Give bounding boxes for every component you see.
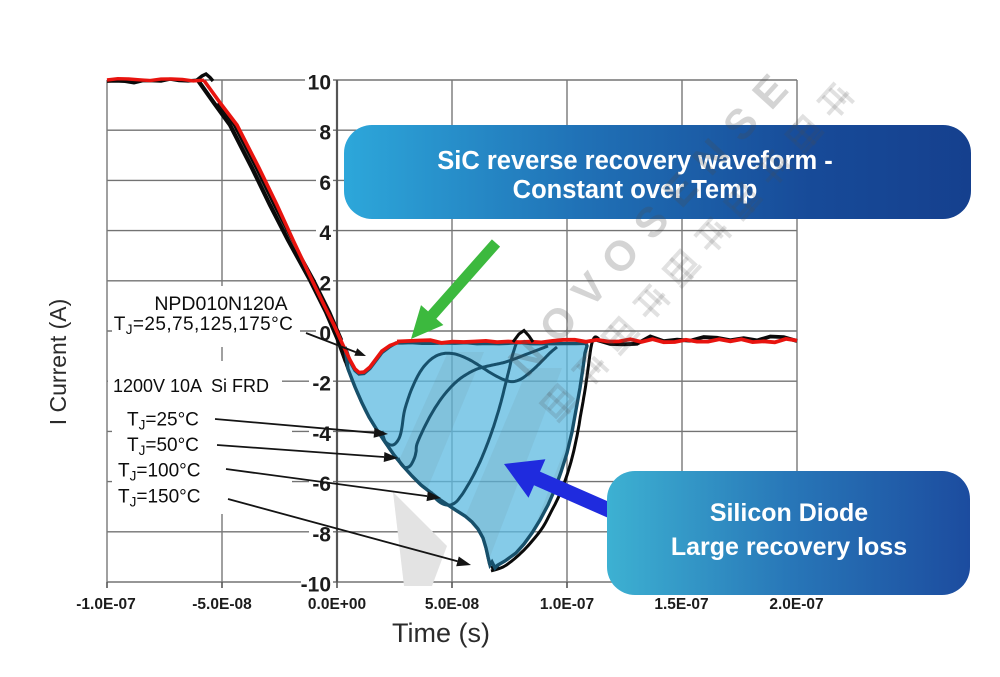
svg-text:1200V 10A Si FRD: 1200V 10A Si FRD <box>113 376 269 396</box>
svg-text:I Current (A): I Current (A) <box>45 299 71 426</box>
svg-text:1.5E-07: 1.5E-07 <box>654 596 708 613</box>
svg-text:NPD010N120A: NPD010N120A <box>154 293 287 315</box>
svg-text:8: 8 <box>319 122 331 145</box>
svg-text:0: 0 <box>319 323 331 346</box>
svg-text:0.0E+00: 0.0E+00 <box>308 596 366 613</box>
svg-text:TJ=25,75,125,175°C: TJ=25,75,125,175°C <box>114 314 294 337</box>
svg-text:-6: -6 <box>312 473 331 496</box>
svg-text:-8: -8 <box>312 523 331 546</box>
svg-text:-2: -2 <box>312 373 331 396</box>
svg-text:-5.0E-08: -5.0E-08 <box>192 596 252 613</box>
svg-text:SiC reverse recovery waveform: SiC reverse recovery waveform - <box>437 147 832 175</box>
svg-text:10: 10 <box>308 72 331 95</box>
svg-text:2.0E-07: 2.0E-07 <box>769 596 823 613</box>
svg-text:Silicon Diode: Silicon Diode <box>710 499 868 527</box>
svg-text:1.0E-07: 1.0E-07 <box>540 596 594 613</box>
svg-text:4: 4 <box>319 222 331 245</box>
svg-text:TJ=100°C: TJ=100°C <box>118 461 200 484</box>
svg-text:TJ=150°C: TJ=150°C <box>118 487 200 510</box>
svg-text:Constant over Temp: Constant over Temp <box>513 176 758 204</box>
svg-text:Time (s): Time (s) <box>392 618 490 648</box>
svg-text:-1.0E-07: -1.0E-07 <box>76 596 135 613</box>
svg-text:-4: -4 <box>312 423 331 446</box>
svg-text:TJ=25°C: TJ=25°C <box>127 410 199 433</box>
svg-text:5.0E-08: 5.0E-08 <box>425 596 480 613</box>
svg-text:-10: -10 <box>301 574 331 597</box>
svg-text:Large recovery loss: Large recovery loss <box>671 533 907 561</box>
svg-text:TJ=50°C: TJ=50°C <box>127 435 199 458</box>
svg-text:2: 2 <box>319 272 331 295</box>
svg-text:6: 6 <box>319 172 331 195</box>
